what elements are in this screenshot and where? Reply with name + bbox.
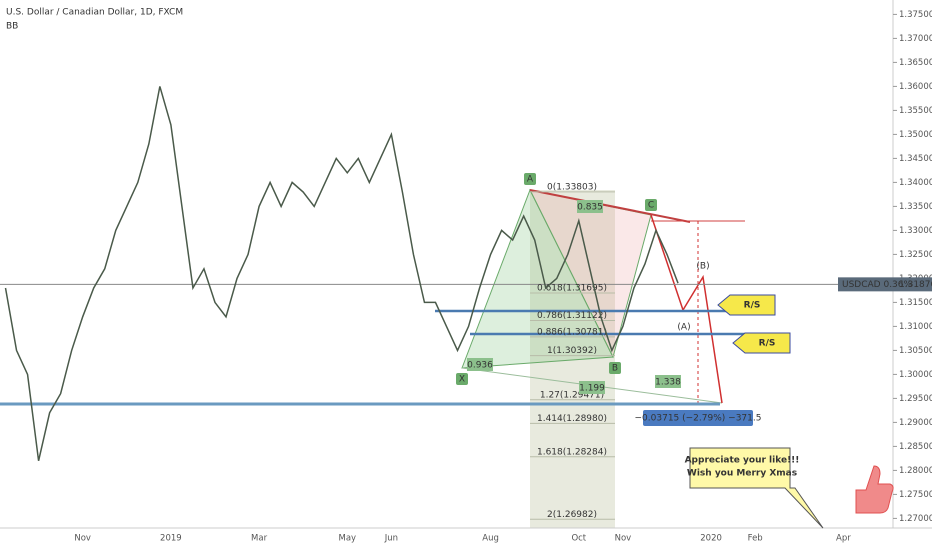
y-tick-label: 1.30000 <box>899 370 932 380</box>
ratio-badge <box>579 381 605 394</box>
price-tag: USDCAD 0.36% <box>842 280 913 290</box>
point-badge <box>524 173 536 185</box>
y-tick-label: 1.31500 <box>899 298 932 308</box>
y-tick-label: 1.35500 <box>899 106 932 116</box>
fib-label: 1.27(1.29471) <box>540 390 604 400</box>
ratio-badge <box>467 358 493 371</box>
fib-zone <box>530 190 615 528</box>
ratio-badge <box>577 200 603 213</box>
x-tick-label: Feb <box>748 534 763 544</box>
note-line: Appreciate your like!!! <box>685 456 800 466</box>
rs-badge <box>732 332 791 354</box>
y-tick-label: 1.31000 <box>899 322 932 332</box>
point-badge <box>456 373 468 385</box>
point-label: A <box>527 175 534 185</box>
y-tick-label: 1.34000 <box>899 178 932 188</box>
note-line: Wish you Merry Xmas <box>687 469 797 479</box>
fib-label: 1.618(1.28284) <box>537 447 607 457</box>
ratio-label: 0.936 <box>467 361 493 371</box>
measure-badge <box>643 410 753 426</box>
y-tick-label: 1.33500 <box>899 202 932 212</box>
y-tick-label: 1.29500 <box>899 394 932 404</box>
y-tick-label: 1.27000 <box>899 514 932 524</box>
y-tick-label: 1.34500 <box>899 154 932 164</box>
indicator-label: BB <box>6 22 18 32</box>
x-tick-label: Jun <box>384 534 398 544</box>
y-tick-label: 1.35000 <box>899 130 932 140</box>
y-tick-label: 1.27500 <box>899 490 932 500</box>
x-tick-label: Aug <box>482 534 499 544</box>
ratio-label: 1.338 <box>655 378 681 388</box>
y-tick-label: 1.37500 <box>899 10 932 20</box>
x-axis: Nov 2019 Mar May Jun Aug Oct Nov 2020 Feb Apr <box>74 534 851 544</box>
x-tick-label: May <box>338 534 356 544</box>
trend-line <box>529 189 691 223</box>
ratio-badge <box>655 375 681 388</box>
rs-label: R/S <box>759 339 776 349</box>
y-tick-label: 1.36000 <box>899 82 932 92</box>
y-tick-label: 1.29000 <box>899 418 932 428</box>
y-tick-label: 1.33000 <box>899 226 932 236</box>
point-label: C <box>648 201 654 211</box>
fib-label: 0.786(1.31122) <box>537 311 607 321</box>
x-tick-label: 2019 <box>160 534 182 544</box>
fib-label: 0(1.33803) <box>547 182 597 192</box>
thumbs-up-icon <box>855 465 894 514</box>
ratio-label: 1.199 <box>579 384 605 394</box>
y-tick-label: 1.28000 <box>899 466 932 476</box>
fib-label: 1(1.30392) <box>547 346 597 356</box>
projection-path <box>650 214 723 404</box>
x-tick-label: Nov <box>615 534 632 544</box>
fib-label: 2(1.26982) <box>547 510 597 520</box>
wave-label: (A) <box>677 323 690 333</box>
fib-label: 0.618(1.31695) <box>537 284 607 294</box>
chart-title: U.S. Dollar / Canadian Dollar, 1D, FXCM <box>6 8 183 18</box>
y-tick-label: 1.36500 <box>899 58 932 68</box>
point-label: X <box>459 375 465 385</box>
point-label: B <box>612 364 618 374</box>
price-line <box>4 86 679 461</box>
y-tick-label: 1.30500 <box>899 346 932 356</box>
last-price-label: 1.31876 <box>899 280 932 290</box>
x-tick-label: Mar <box>251 534 268 544</box>
rs-badge <box>717 294 776 316</box>
fib-label: 0.886(1.30781) <box>537 327 607 337</box>
note-bubble <box>689 447 824 529</box>
x-tick-label: Nov <box>74 534 91 544</box>
rs-label: R/S <box>744 301 761 311</box>
point-badge <box>609 362 621 374</box>
price-tag-bg <box>838 277 932 292</box>
measure-label: −0.03715 (−2.79%) −371.5 <box>635 414 762 424</box>
wave-label: (B) <box>696 262 709 272</box>
fib-label: 1.414(1.28980) <box>537 414 607 424</box>
note: Appreciate your like!!! Wish you Merry X… <box>685 447 824 529</box>
y-tick-label: 1.37000 <box>899 34 932 44</box>
ratio-label: 0.835 <box>577 203 603 213</box>
x-tick-label: 2020 <box>700 534 722 544</box>
x-tick-label: Oct <box>571 534 586 544</box>
point-badge <box>645 199 657 211</box>
y-tick-label: 1.28500 <box>899 442 932 452</box>
x-tick-label: Apr <box>836 534 851 544</box>
y-tick-label: 1.32500 <box>899 250 932 260</box>
